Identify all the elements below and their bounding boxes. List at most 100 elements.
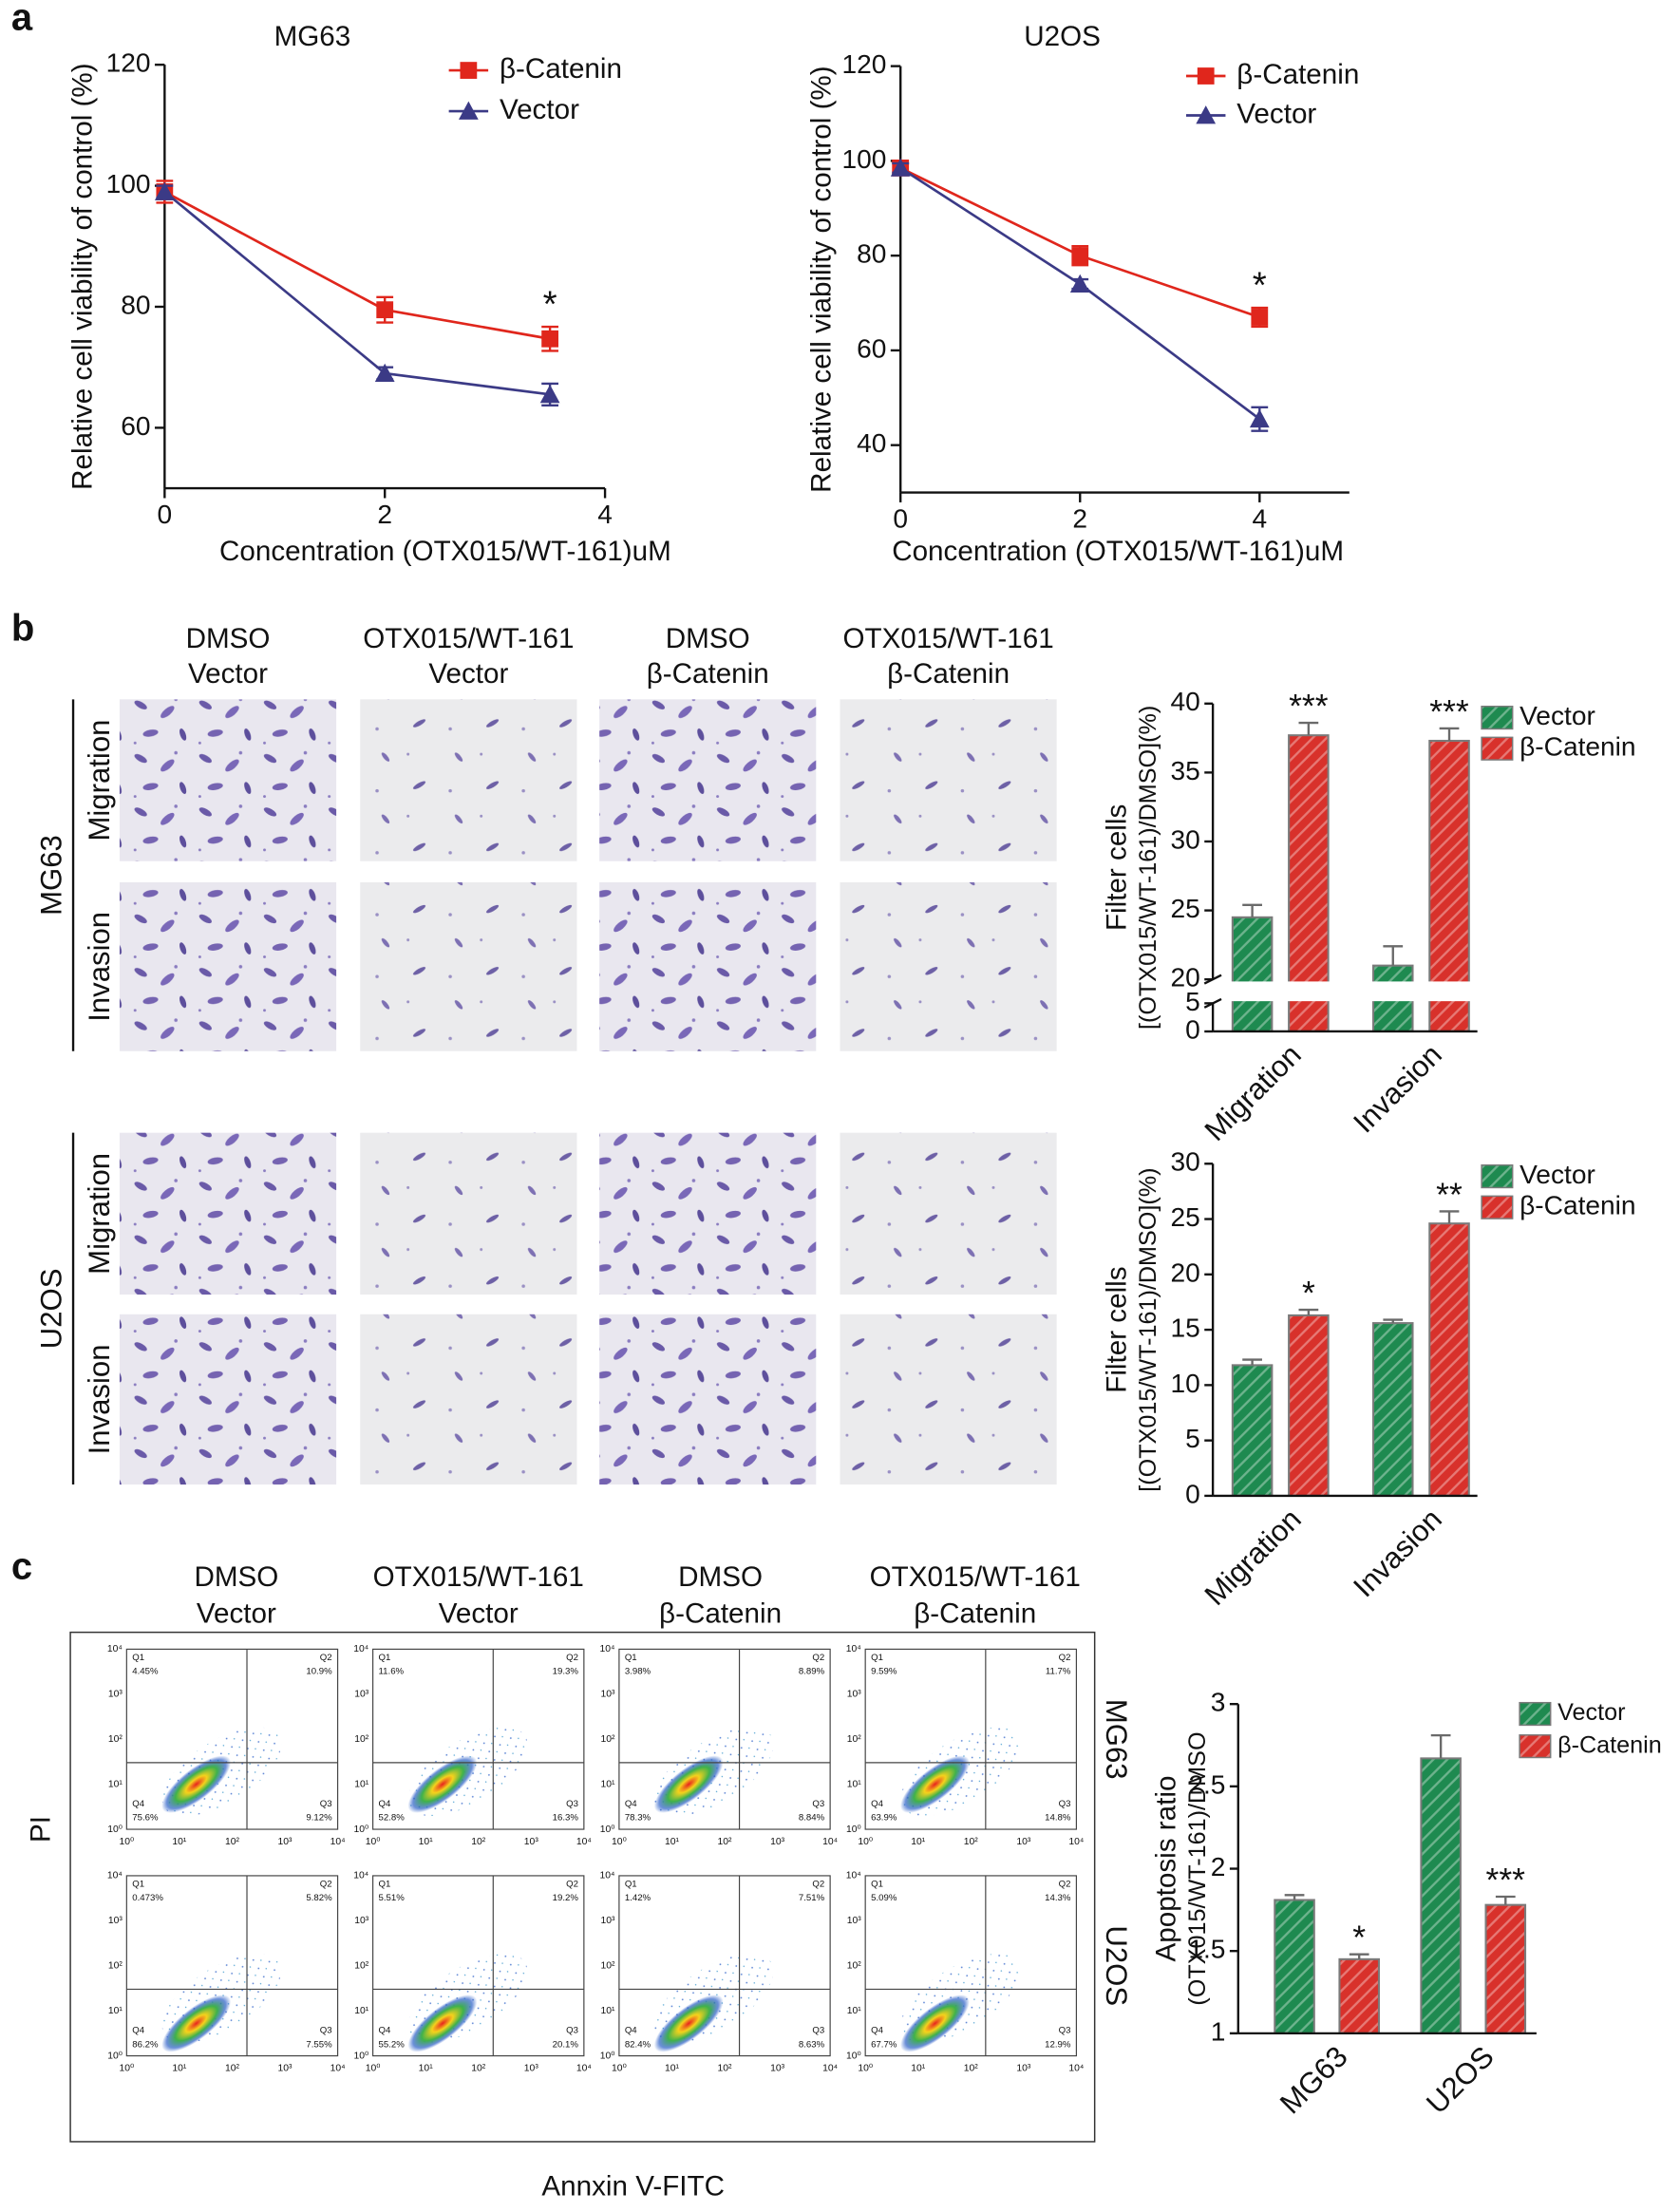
x-axis-label: Concentration (OTX015/WT-161)uM: [892, 536, 1344, 567]
x-tick-label: 4: [597, 500, 613, 529]
annotation: ***: [1486, 1862, 1526, 1900]
legend-marker: [458, 101, 479, 120]
quadrant-name: Q2: [1059, 1879, 1071, 1889]
row-label: Invasion: [83, 1344, 116, 1454]
point: [541, 330, 558, 348]
flow-x-tick-label: 10⁴: [330, 1837, 346, 1847]
flow-x-tick-label: 10²: [964, 1837, 979, 1847]
y-tick-label: 100: [106, 169, 151, 199]
error-bar: [1383, 1318, 1404, 1324]
legend-label: Vector: [1520, 701, 1595, 730]
y-tick-label: 20: [1170, 963, 1199, 993]
y-tick-label: 5: [1185, 1424, 1200, 1453]
flow-x-tick-label: 10⁴: [576, 2064, 592, 2074]
point: [374, 363, 395, 382]
point: [1251, 309, 1269, 326]
point: [1249, 408, 1270, 428]
error-bar: [1284, 1894, 1305, 1900]
micrograph: [840, 881, 1057, 1051]
quadrant-name: Q1: [871, 1879, 883, 1889]
flow-x-tick-label: 10³: [770, 1837, 785, 1847]
legend-marker: [1481, 1195, 1514, 1219]
flow-x-tick-label: 10⁴: [822, 1837, 838, 1847]
y-tick-label: 25: [1170, 894, 1199, 923]
event-density: [161, 1755, 232, 1813]
quadrant-percent: 5.09%: [871, 1893, 897, 1903]
flow-y-tick-label: 10⁴: [599, 1644, 614, 1654]
flow-x-tick-label: 10⁰: [119, 1837, 134, 1847]
panel-label: a: [11, 0, 33, 38]
flow-y-tick-label: 10⁴: [846, 1871, 861, 1881]
annotation: *: [1253, 265, 1267, 306]
flow-x-label: Annxin V-FITC: [541, 2171, 725, 2203]
axis-break-mark: [1203, 974, 1222, 985]
micrograph: [119, 699, 337, 861]
flow-x-tick-label: 10¹: [665, 2064, 680, 2074]
row-label: Migration: [83, 720, 116, 841]
quadrant-percent: 7.55%: [306, 2039, 332, 2050]
flow-y-tick-label: 10²: [108, 1734, 123, 1745]
quadrant-percent: 82.4%: [625, 2039, 651, 2050]
quadrant-name: Q4: [871, 2025, 883, 2035]
quadrant-name: Q4: [132, 2025, 144, 2035]
y-tick-label: 60: [857, 333, 886, 363]
flow-x-tick-label: 10⁴: [330, 2064, 346, 2074]
flow-x-tick-label: 10³: [278, 2064, 293, 2074]
column-header: OTX015/WT-161: [363, 623, 574, 654]
y-tick-label: 0: [1185, 1014, 1200, 1044]
quadrant-percent: 8.89%: [799, 1667, 825, 1677]
bar: [1231, 1364, 1274, 1497]
row-label: U2OS: [1100, 1925, 1133, 2006]
legend-label: β-Catenin: [1557, 1731, 1662, 1758]
error-bar: [1349, 1953, 1369, 1959]
flow-x-tick-label: 10¹: [911, 1837, 926, 1847]
x-tick-label: MG63: [1274, 2040, 1354, 2121]
micrograph: [119, 1132, 337, 1295]
quadrant-name: Q3: [320, 1799, 332, 1809]
flow-x-tick-label: 10⁴: [576, 1837, 592, 1847]
y-tick-label: 120: [106, 48, 151, 78]
micrograph: [119, 1314, 337, 1485]
quadrant-percent: 14.3%: [1045, 1893, 1071, 1903]
flow-y-tick-label: 10⁰: [846, 2051, 861, 2061]
quadrant-name: Q2: [1059, 1653, 1071, 1663]
chart-title: U2OS: [1024, 21, 1101, 52]
error-bar: [1439, 1210, 1460, 1224]
quadrant-name: Q3: [566, 2025, 578, 2035]
quadrant-name: Q2: [566, 1653, 578, 1663]
quadrant-percent: 4.45%: [132, 1667, 159, 1677]
flow-plot: Q1 1.42% Q2 7.51% Q3 8.63% Q4 82.4% 10⁰ 10⁰ 10¹ 10¹…: [599, 1871, 838, 2074]
micrograph: [360, 1314, 577, 1485]
flow-x-tick-label: 10³: [524, 2064, 539, 2074]
column-header: Vector: [188, 658, 268, 690]
x-tick-label: U2OS: [1420, 2040, 1501, 2121]
flow-y-tick-label: 10⁰: [107, 2051, 123, 2061]
flow-y-tick-label: 10³: [108, 1916, 123, 1926]
legend-marker: [1197, 67, 1215, 85]
flow-x-tick-label: 10¹: [172, 2064, 187, 2074]
group-label: U2OS: [35, 1269, 68, 1350]
flow-x-tick-label: 10³: [1016, 2064, 1031, 2074]
quadrant-name: Q3: [1059, 1799, 1071, 1809]
flow-y-tick-label: 10⁰: [353, 1824, 368, 1835]
legend-label: Vector: [1236, 98, 1316, 129]
flow-y-tick-label: 10¹: [600, 1779, 615, 1789]
flow-x-tick-label: 10⁴: [1068, 1837, 1084, 1847]
flow-y-tick-label: 10⁰: [107, 1824, 123, 1835]
point: [1069, 274, 1090, 293]
flow-x-tick-label: 10¹: [419, 1837, 434, 1847]
flow-x-tick-label: 10¹: [419, 2064, 434, 2074]
flow-y-tick-label: 10²: [847, 1734, 862, 1745]
y-tick-label: 40: [857, 428, 886, 458]
quadrant-name: Q2: [320, 1653, 332, 1663]
flow-y-tick-label: 10⁴: [599, 1871, 614, 1881]
quadrant-percent: 52.8%: [379, 1813, 406, 1824]
flow-y-tick-label: 10³: [600, 1916, 615, 1926]
quadrant-name: Q1: [625, 1879, 637, 1889]
column-header: β-Catenin: [647, 658, 769, 690]
quadrant-percent: 8.63%: [799, 2039, 825, 2050]
legend-marker: [1196, 105, 1217, 124]
y-axis-label: Relative cell viability of control (%): [806, 66, 838, 492]
flow-x-tick-label: 10²: [964, 2064, 979, 2074]
